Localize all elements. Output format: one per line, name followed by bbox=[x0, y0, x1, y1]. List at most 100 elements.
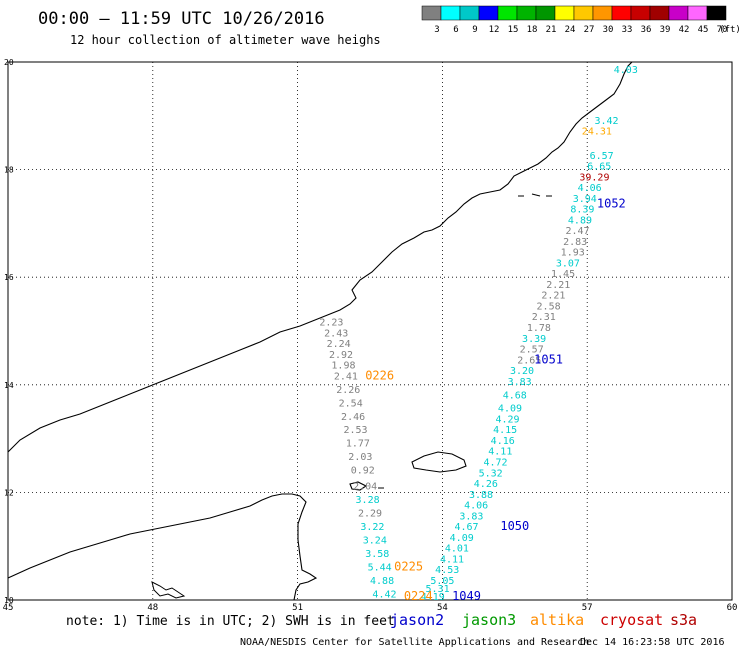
swh-value-label: 2.46 bbox=[341, 412, 365, 423]
swh-value-label: 8.39 bbox=[570, 205, 594, 216]
swh-value-label: 2.41 bbox=[334, 371, 358, 382]
swh-value-label: 4.72 bbox=[483, 458, 507, 469]
swh-value-label: 2.58 bbox=[537, 301, 561, 312]
scale-label: 15 bbox=[508, 25, 519, 35]
lat-tick-label: 12 bbox=[4, 488, 14, 497]
pass-time-label: 0225 bbox=[394, 559, 423, 573]
coastline-socotra bbox=[411, 451, 467, 473]
swh-value-label: 1.78 bbox=[527, 323, 551, 334]
swh-value-label: 4.53 bbox=[435, 565, 459, 576]
swh-value-label: 4.06 bbox=[578, 183, 602, 194]
scale-swatch bbox=[687, 5, 708, 21]
pass-time-label: 1050 bbox=[500, 519, 529, 533]
swh-value-label: 6.65 bbox=[587, 162, 611, 173]
scale-swatch bbox=[516, 5, 537, 21]
swh-value-label: 2.54 bbox=[339, 398, 363, 409]
swh-value-label: 3.58 bbox=[365, 549, 389, 560]
scale-swatch bbox=[535, 5, 556, 21]
swh-value-label: 4.68 bbox=[503, 390, 527, 401]
swh-value-label: 5.44 bbox=[368, 562, 392, 573]
scale-swatch bbox=[459, 5, 480, 21]
swh-value-label: 1.98 bbox=[331, 361, 355, 372]
swh-value-label: 3.42 bbox=[594, 116, 618, 127]
scale-swatch bbox=[706, 5, 727, 21]
swh-value-label: 3.83 bbox=[459, 511, 483, 522]
swh-value-label: 4.11 bbox=[488, 447, 512, 458]
scale-label: 21 bbox=[546, 25, 557, 35]
satellite-legend: jason2 jason3 altika cryosat s3a bbox=[390, 611, 697, 629]
swh-value-label: 2.21 bbox=[541, 291, 565, 302]
scale-label: 12 bbox=[489, 25, 500, 35]
scale-label: (ft) bbox=[719, 25, 740, 35]
swh-value-label: 2.47 bbox=[565, 226, 589, 237]
swh-value-label: 2.23 bbox=[319, 318, 343, 329]
scale-swatch bbox=[592, 5, 613, 21]
lon-tick-label: 60 bbox=[727, 603, 738, 613]
lon-tick-label: 45 bbox=[3, 603, 14, 613]
pass-time-label: 0224 bbox=[404, 589, 433, 603]
scale-swatch bbox=[630, 5, 651, 21]
swh-value-label: 2.03 bbox=[348, 452, 372, 463]
scale-swatch bbox=[421, 5, 442, 21]
swh-value-label: 4.89 bbox=[568, 215, 592, 226]
lon-tick-label: 54 bbox=[437, 603, 448, 613]
lat-tick-label: 14 bbox=[4, 381, 14, 390]
swh-value-label: 4.67 bbox=[454, 522, 478, 533]
swh-value-label: 4.01 bbox=[445, 544, 469, 555]
note-text: note: 1) Time is in UTC; 2) SWH is in fe… bbox=[66, 614, 395, 629]
pass-time-labels: 0226 0225 0224 1049 1050 1051 1052 bbox=[365, 196, 626, 603]
swh-value-label: 4.29 bbox=[496, 414, 520, 425]
pass-time-label: 1052 bbox=[597, 196, 626, 210]
swh-value-label: 3.24 bbox=[363, 536, 387, 547]
scale-swatch bbox=[649, 5, 670, 21]
track-altika: 2.232.432.242.921.982.41 2.26 2.54 2.46 2.53… bbox=[319, 318, 396, 601]
satellite-s3a: s3a bbox=[670, 611, 697, 629]
swh-value-label: 24.31 bbox=[582, 127, 612, 138]
swh-value-label: 1.77 bbox=[346, 439, 370, 450]
scale-swatch bbox=[668, 5, 689, 21]
swh-value-label: 4.42 bbox=[372, 589, 396, 600]
swh-value-label: 1.45 bbox=[551, 269, 575, 280]
scale-label: 36 bbox=[641, 25, 652, 35]
swh-value-label: 2.57 bbox=[520, 345, 544, 356]
scale-swatch bbox=[554, 5, 575, 21]
pass-time-label: 1051 bbox=[534, 352, 563, 366]
lon-tick-label: 51 bbox=[292, 603, 303, 613]
scale-swatch bbox=[440, 5, 461, 21]
scale-swatch bbox=[478, 5, 499, 21]
figure-subtitle: 12 hour collection of altimeter wave hei… bbox=[70, 33, 381, 47]
satellite-jason2: jason2 bbox=[390, 611, 444, 629]
swh-value-label: 2.29 bbox=[358, 509, 382, 520]
altimeter-tracks: 2.232.432.242.921.982.41 2.26 2.54 2.46 2.53… bbox=[319, 65, 638, 603]
credit-right: Dec 14 16:23:58 UTC 2016 bbox=[580, 637, 725, 648]
satellite-cryosat: cryosat bbox=[600, 611, 663, 629]
lat-tick-label: 20 bbox=[4, 58, 14, 67]
swh-value-label: 2.24 bbox=[327, 339, 351, 350]
swh-value-label: 3.20 bbox=[510, 366, 534, 377]
scale-swatch bbox=[497, 5, 518, 21]
swh-value-label: 4.09 bbox=[450, 533, 474, 544]
swh-value-label: 2.92 bbox=[329, 350, 353, 361]
swh-value-label: 4.26 bbox=[474, 479, 498, 490]
swh-value-label: 0.92 bbox=[351, 466, 375, 477]
swh-value-label: 4.15 bbox=[493, 425, 517, 436]
pass-time-label: 1049 bbox=[452, 589, 481, 603]
scale-label: 24 bbox=[565, 25, 576, 35]
scale-label: 45 bbox=[698, 25, 709, 35]
map-frame bbox=[7, 61, 733, 601]
swh-value-label: 5.05 bbox=[430, 576, 454, 587]
pass-time-label: 0226 bbox=[365, 368, 394, 382]
swh-value-label: 1.93 bbox=[561, 248, 585, 259]
swh-value-label: 39.29 bbox=[579, 172, 609, 183]
swh-value-label: 4.09 bbox=[498, 404, 522, 415]
swh-value-label: 4.03 bbox=[614, 65, 638, 76]
swh-value-label: 3.83 bbox=[508, 377, 532, 388]
swh-value-label: 4.19 bbox=[421, 592, 445, 603]
lat-tick-label: 10 bbox=[4, 596, 14, 605]
swh-value-label: 3.28 bbox=[356, 495, 380, 506]
swh-value-label: 4.06 bbox=[464, 501, 488, 512]
scale-label: 70 bbox=[717, 25, 728, 35]
swh-value-label: 2.04 bbox=[353, 482, 377, 493]
scale-swatch bbox=[611, 5, 632, 21]
